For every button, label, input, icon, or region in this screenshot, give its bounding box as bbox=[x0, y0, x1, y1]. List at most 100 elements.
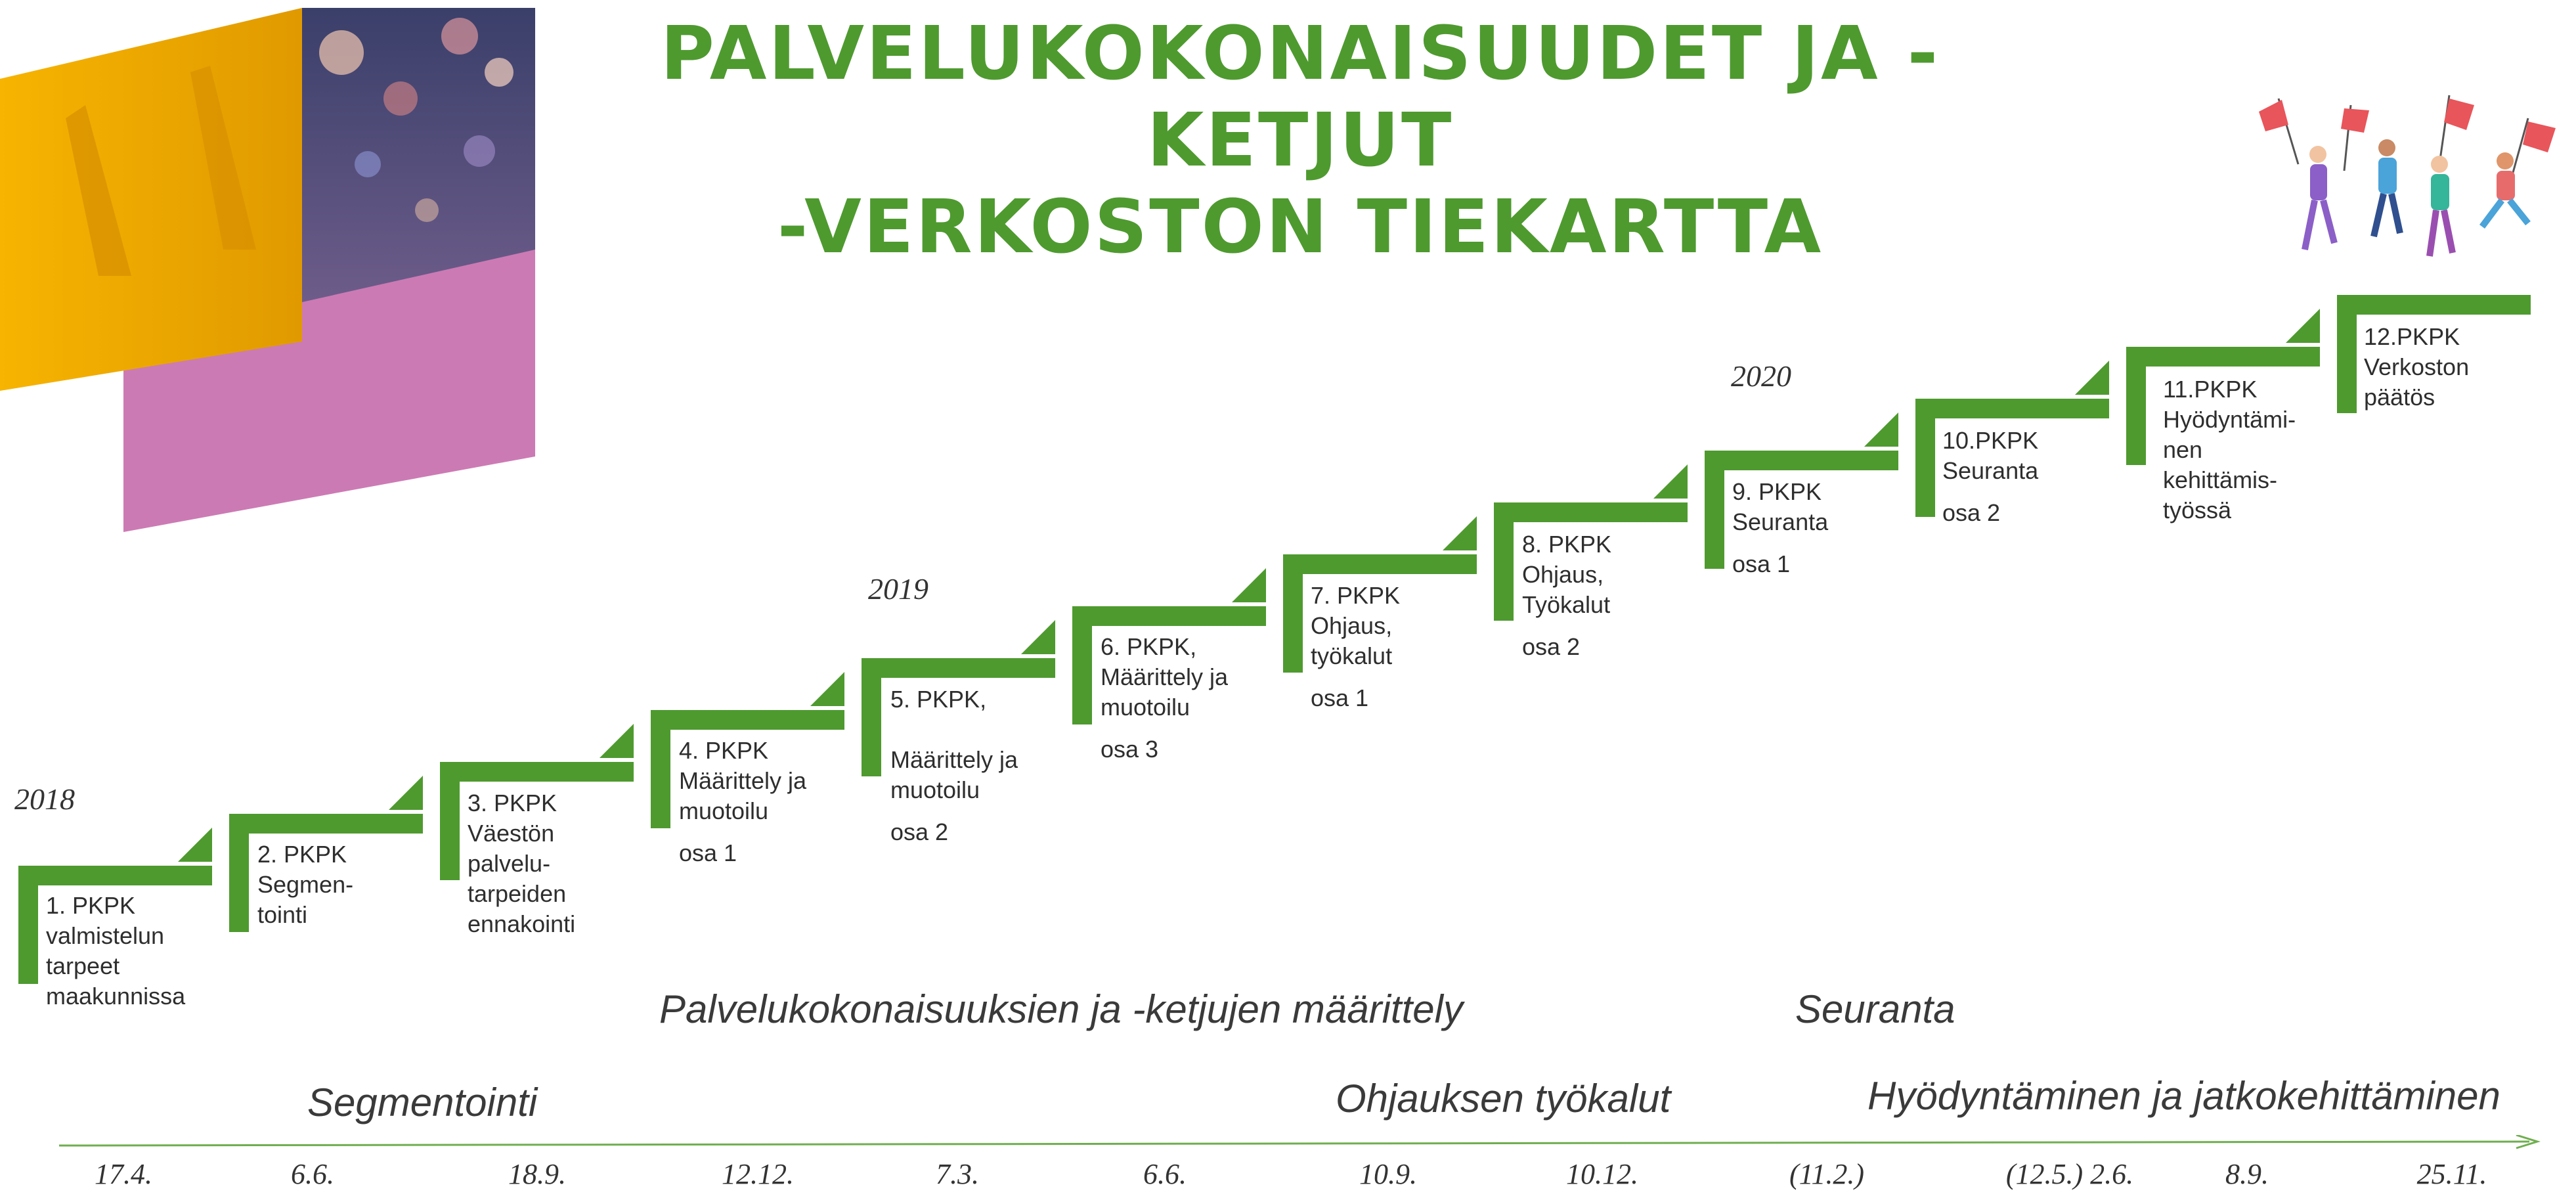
step-triangle-icon bbox=[1653, 464, 1688, 499]
date-label: 17.4. bbox=[95, 1158, 152, 1190]
flag-icon bbox=[2510, 118, 2556, 178]
date-label: (11.2.) bbox=[1789, 1158, 1865, 1190]
flag-icon bbox=[2341, 104, 2369, 171]
phase-hyodyntaminen: Hyödyntäminen ja jatkokehittäminen bbox=[1867, 1074, 2500, 1118]
date-label: (12.5.) 2.6. bbox=[2005, 1158, 2134, 1190]
date-label: 7.3. bbox=[936, 1158, 979, 1190]
step-title: 11.PKPK Hyödyntämi- nen kehittämis- työs… bbox=[2163, 376, 2296, 523]
step-bar-vertical bbox=[1283, 554, 1303, 673]
step-label-9: 9. PKPK Seuranta osa 1 bbox=[1732, 477, 1828, 579]
step-part: osa 3 bbox=[1101, 736, 1159, 763]
night-lights-photo bbox=[302, 8, 535, 302]
step-bar-vertical bbox=[1705, 451, 1724, 569]
step-bar-horizontal bbox=[1705, 451, 1898, 470]
step-bar-horizontal bbox=[2337, 295, 2531, 315]
step-triangle-icon bbox=[389, 776, 423, 810]
timeline-arrow bbox=[59, 1135, 2541, 1149]
step-label-8: 8. PKPK Ohjaus, Työkalut osa 2 bbox=[1522, 529, 1611, 662]
yellow-fold-shape bbox=[66, 105, 131, 276]
bokeh-light bbox=[415, 198, 439, 222]
step-title: 9. PKPK Seuranta bbox=[1732, 478, 1829, 535]
bokeh-light bbox=[355, 151, 381, 177]
step-title: 4. PKPK Määrittely ja muotoilu bbox=[679, 737, 807, 824]
person-figure bbox=[2426, 156, 2456, 257]
date-label: 8.9. bbox=[2225, 1158, 2269, 1190]
step-label-6: 6. PKPK, Määrittely ja muotoilu osa 3 bbox=[1101, 632, 1228, 765]
bokeh-light bbox=[319, 30, 364, 75]
date-label: 18.9. bbox=[508, 1158, 566, 1190]
step-bar-vertical bbox=[1072, 606, 1092, 724]
step-bar-horizontal bbox=[2126, 347, 2320, 367]
step-title: 12.PKPK Verkoston päätös bbox=[2364, 323, 2470, 411]
flag-icon bbox=[2259, 98, 2300, 165]
step-label-7: 7. PKPK Ohjaus, työkalut osa 1 bbox=[1311, 581, 1400, 713]
step-part: osa 2 bbox=[1942, 499, 2001, 526]
bokeh-light bbox=[485, 58, 513, 87]
step-bar-vertical bbox=[2126, 347, 2146, 465]
year-2018: 2018 bbox=[14, 782, 75, 816]
bokeh-light bbox=[383, 81, 418, 116]
step-triangle-icon bbox=[1021, 620, 1055, 654]
step-label-3: 3. PKPK Väestön palvelu- tarpeiden ennak… bbox=[468, 788, 575, 951]
step-title: 5. PKPK, Määrittely ja muotoilu bbox=[890, 686, 1018, 803]
date-label: 25.11. bbox=[2416, 1158, 2487, 1190]
step-triangle-icon bbox=[810, 672, 844, 706]
phase-maarittely: Palvelukokonaisuuksien ja -ketjujen määr… bbox=[659, 987, 1463, 1031]
step-bar-horizontal bbox=[651, 710, 844, 730]
step-triangle-icon bbox=[1232, 568, 1266, 602]
date-label: 6.6. bbox=[291, 1158, 334, 1190]
date-label: 10.9. bbox=[1359, 1158, 1417, 1190]
phase-segmentointi: Segmentointi bbox=[307, 1080, 538, 1124]
step-bar-horizontal bbox=[862, 658, 1055, 678]
celebrating-people-illustration bbox=[2259, 95, 2556, 257]
bokeh-light bbox=[464, 135, 495, 167]
step-part: osa 1 bbox=[1311, 684, 1369, 711]
page-title: PALVELUKOKONAISUUDET JA -KETJUT -VERKOST… bbox=[578, 11, 2022, 271]
step-title: 6. PKPK, Määrittely ja muotoilu bbox=[1101, 633, 1229, 721]
step-title: 1. PKPK valmistelun tarpeet maakunnissa bbox=[46, 892, 186, 1010]
step-bar-horizontal bbox=[1072, 606, 1266, 626]
step-bar-vertical bbox=[18, 866, 38, 984]
step-bar-horizontal bbox=[1283, 554, 1477, 574]
step-label-2: 2. PKPK Segmen- tointi bbox=[257, 839, 353, 942]
step-title: 10.PKPK Seuranta bbox=[1942, 427, 2039, 484]
step-triangle-icon bbox=[1864, 412, 1898, 447]
step-title: 3. PKPK Väestön palvelu- tarpeiden ennak… bbox=[468, 790, 576, 937]
step-label-11: 11.PKPK Hyödyntämi- nen kehittämis- työs… bbox=[2163, 374, 2296, 537]
step-title: 7. PKPK Ohjaus, työkalut bbox=[1311, 582, 1401, 669]
step-triangle-icon bbox=[1443, 516, 1477, 550]
step-triangle-icon bbox=[600, 724, 634, 758]
step-label-10: 10.PKPK Seuranta osa 2 bbox=[1942, 426, 2038, 528]
step-bar-vertical bbox=[1494, 502, 1514, 621]
person-figure bbox=[2370, 139, 2403, 238]
year-2019: 2019 bbox=[868, 572, 928, 606]
person-figure bbox=[2302, 146, 2338, 250]
step-label-5: 5. PKPK, Määrittely ja muotoilu osa 2 bbox=[890, 684, 1018, 847]
person-figure bbox=[2479, 152, 2531, 229]
bokeh-light bbox=[441, 18, 478, 55]
yellow-panel-shape bbox=[0, 8, 302, 391]
date-label: 10.12. bbox=[1566, 1158, 1638, 1190]
title-line-2: -VERKOSTON TIEKARTTA bbox=[777, 185, 1823, 270]
step-bar-horizontal bbox=[1915, 399, 2109, 418]
step-triangle-icon bbox=[2075, 361, 2109, 395]
step-bar-vertical bbox=[862, 658, 881, 776]
step-bar-vertical bbox=[651, 710, 670, 828]
step-bar-vertical bbox=[2337, 295, 2357, 413]
title-line-1: PALVELUKOKONAISUUDET JA -KETJUT bbox=[660, 11, 1940, 183]
step-part: osa 2 bbox=[1522, 633, 1581, 660]
decorative-image-block bbox=[0, 8, 535, 532]
step-part: osa 1 bbox=[679, 839, 737, 866]
year-2020: 2020 bbox=[1731, 359, 1791, 393]
phase-ohjaus: Ohjauksen työkalut bbox=[1336, 1077, 1671, 1121]
date-label: 12.12. bbox=[722, 1158, 794, 1190]
step-label-12: 12.PKPK Verkoston päätös bbox=[2364, 322, 2469, 424]
step-title: 2. PKPK Segmen- tointi bbox=[257, 841, 354, 928]
step-bar-vertical bbox=[229, 814, 249, 932]
step-bar-horizontal bbox=[440, 762, 634, 782]
step-title: 8. PKPK Ohjaus, Työkalut bbox=[1522, 531, 1612, 618]
date-label: 6.6. bbox=[1143, 1158, 1187, 1190]
step-label-4: 4. PKPK Määrittely ja muotoilu osa 1 bbox=[679, 736, 806, 868]
step-label-1: 1. PKPK valmistelun tarpeet maakunnissa bbox=[46, 891, 185, 1023]
